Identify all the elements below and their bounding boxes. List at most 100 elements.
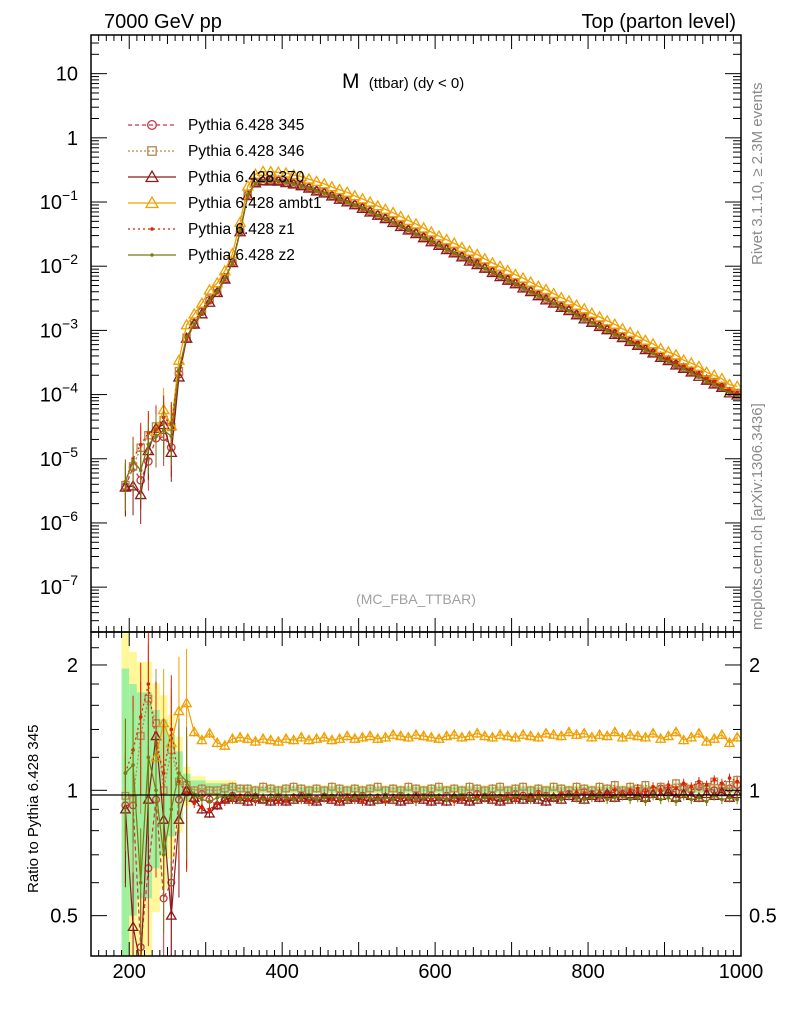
ratio-point [314, 797, 319, 802]
ratio-point [177, 771, 181, 775]
ratio-point [496, 782, 505, 791]
ratio-point [211, 799, 223, 810]
ratio-point [318, 731, 331, 742]
legend-label: Pythia 6.428 z2 [188, 247, 295, 264]
ratio-point [524, 730, 537, 741]
data-point [195, 296, 209, 308]
ratio-point [586, 731, 598, 742]
data-point [463, 254, 476, 266]
series-5 [123, 178, 739, 511]
ratio-point [180, 697, 193, 708]
ratio-point [310, 732, 323, 743]
ratio-point [421, 795, 426, 800]
ratio-point [387, 728, 399, 739]
ratio-point [389, 784, 398, 793]
data-point [322, 191, 327, 195]
ratio-point [197, 784, 206, 793]
data-point [470, 248, 484, 259]
data-point [697, 374, 701, 379]
ratio-point [327, 782, 336, 791]
data-point [643, 348, 648, 353]
ratio-point [540, 727, 552, 738]
data-point [287, 168, 300, 180]
ratio-point [658, 797, 663, 802]
ratio-point [674, 799, 678, 804]
data-point [532, 279, 545, 291]
data-point [440, 233, 453, 245]
ratio-point [613, 788, 617, 793]
y-tick-exponent: −1 [62, 187, 78, 203]
ratio-point [494, 795, 506, 806]
lower-frame [90, 631, 742, 957]
data-point [528, 290, 533, 294]
side-label-bottom: mcplots.cern.ch [arXiv:1306.3436] [749, 403, 766, 630]
data-point [616, 322, 629, 334]
y-tick-base: 10 [56, 64, 78, 86]
data-point [230, 260, 235, 265]
data-point [440, 243, 453, 255]
ratio-point [356, 731, 369, 742]
ratio-point [371, 732, 384, 743]
data-point [605, 328, 609, 333]
data-point [720, 386, 724, 391]
ratio-point [184, 779, 189, 784]
ratio-point [295, 731, 308, 742]
ratio-point [241, 795, 254, 806]
ratio-point [723, 736, 736, 748]
data-point [547, 287, 560, 299]
y-tick-exponent: −6 [62, 508, 78, 524]
data-point [249, 167, 262, 179]
data-point [628, 340, 632, 345]
x-tick-label: 800 [571, 961, 604, 983]
data-point [207, 298, 212, 303]
ratio-point [391, 797, 395, 802]
y-tick-label: 10−2 [40, 251, 78, 278]
ratio-y-tick-label-right: 2 [749, 655, 760, 677]
ratio-point [211, 736, 223, 748]
data-point [340, 185, 354, 197]
data-point [425, 235, 438, 247]
legend-marker [147, 146, 157, 156]
data-point [674, 363, 678, 368]
data-point [180, 318, 193, 330]
data-point [146, 442, 151, 447]
ratio-point [169, 727, 174, 732]
data-point [264, 165, 277, 177]
ratio-point [498, 795, 502, 800]
data-point [521, 286, 525, 290]
data-point [689, 370, 694, 375]
y-tick-label: 10−7 [40, 572, 78, 599]
ratio-point [394, 730, 407, 741]
data-point [490, 270, 495, 274]
data-point [356, 202, 369, 214]
y-tick-base: 10 [40, 577, 62, 599]
data-point [532, 289, 545, 301]
ratio-point [590, 795, 594, 800]
ratio-series-0 [121, 736, 741, 956]
data-point [723, 386, 736, 398]
y-tick-base: 10 [40, 192, 62, 214]
data-point [654, 342, 667, 354]
ratio-point [528, 797, 533, 802]
x-tick-label: 400 [265, 961, 298, 983]
y-tick-label: 10−1 [40, 187, 78, 214]
ratio-line [124, 757, 738, 883]
ratio-point [353, 795, 357, 800]
data-point [578, 302, 591, 314]
ratio-point [677, 734, 690, 745]
data-point [483, 266, 487, 271]
data-point [386, 206, 400, 218]
data-point [184, 335, 189, 339]
data-point [138, 443, 143, 447]
main-title: M (ttbar) (dy < 0) [342, 70, 464, 93]
ratio-point [268, 795, 273, 800]
data-point [310, 175, 323, 186]
ratio-point [161, 853, 166, 857]
data-point [356, 192, 369, 204]
data-point [478, 252, 492, 264]
ratio-point [127, 920, 139, 931]
ratio-point [437, 795, 441, 800]
ratio-point [635, 786, 640, 791]
ratio-point [463, 730, 476, 741]
ratio-point [613, 795, 617, 800]
